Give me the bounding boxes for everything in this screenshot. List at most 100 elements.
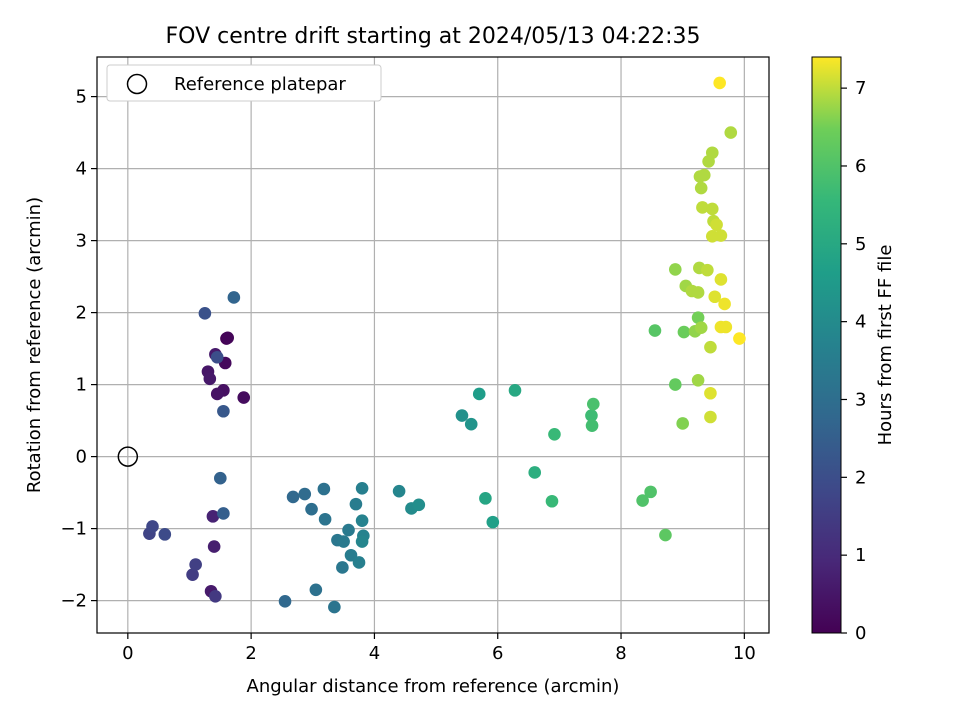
data-point	[217, 404, 230, 418]
data-point	[691, 311, 705, 324]
y-tick-label: 4	[76, 159, 87, 180]
data-point	[696, 201, 709, 214]
data-point	[198, 307, 212, 320]
data-point	[237, 391, 251, 404]
data-point	[210, 387, 224, 401]
y-ticks: −2 −1 0 1 2 3 4 5	[60, 87, 97, 612]
data-point	[209, 589, 222, 603]
data-point	[203, 372, 217, 386]
data-point	[528, 466, 542, 479]
data-point	[158, 528, 172, 541]
data-points	[143, 76, 746, 614]
data-point	[668, 378, 682, 391]
colorbar-gradient	[811, 56, 842, 634]
data-point	[227, 291, 241, 304]
data-point	[677, 325, 691, 339]
data-point	[548, 427, 561, 441]
data-point	[708, 290, 722, 304]
data-point	[221, 331, 235, 345]
grid-lines	[97, 57, 769, 633]
data-point	[704, 340, 717, 354]
colorbar-tick-label: 6	[855, 156, 866, 177]
data-point	[718, 297, 731, 311]
data-point	[659, 528, 672, 542]
data-point	[714, 229, 728, 242]
data-point	[207, 540, 221, 553]
colorbar: 0 1 2 3 4 5 6 7 Hours from first FF file	[811, 56, 896, 644]
reference-platepar-marker	[117, 446, 139, 467]
data-point	[668, 263, 682, 276]
data-point	[585, 409, 598, 422]
data-point	[146, 520, 159, 533]
legend-box	[106, 64, 382, 102]
colorbar-tick-label: 0	[855, 623, 866, 644]
y-tick-label: 1	[76, 375, 87, 396]
y-tick-label: 0	[76, 447, 87, 468]
data-point	[464, 417, 478, 431]
data-point	[412, 498, 426, 512]
x-axis-label: Angular distance from reference (arcmin)	[247, 676, 620, 697]
colorbar-label: Hours from first FF file	[875, 245, 896, 446]
data-point	[644, 485, 657, 499]
colorbar-tick-label: 3	[855, 389, 866, 410]
data-point	[286, 490, 300, 504]
data-point	[278, 595, 292, 608]
data-point	[733, 332, 746, 345]
data-point	[186, 568, 199, 581]
x-tick-label: 4	[369, 643, 380, 664]
data-point	[298, 487, 312, 501]
colorbar-ticks: 0 1 2 3 4 5 6 7	[841, 78, 866, 644]
data-point	[336, 561, 349, 574]
data-point	[586, 397, 600, 411]
data-point	[189, 558, 202, 571]
legend-label: Reference platepar	[174, 74, 346, 95]
data-point	[344, 548, 358, 562]
legend-marker-icon	[126, 73, 148, 95]
data-point	[479, 492, 492, 505]
reference-marker	[117, 446, 139, 467]
data-point	[694, 321, 708, 335]
data-point	[545, 494, 559, 508]
data-point	[305, 502, 318, 516]
y-tick-label: −2	[60, 591, 87, 612]
data-point	[710, 218, 723, 232]
data-point	[214, 471, 227, 485]
data-point	[355, 514, 369, 527]
data-point	[648, 324, 662, 337]
data-point	[206, 510, 220, 523]
data-point	[704, 386, 717, 400]
colorbar-tick-label: 4	[855, 312, 866, 333]
x-tick-label: 2	[245, 643, 256, 664]
colorbar-tick-label: 5	[855, 234, 866, 255]
data-point	[317, 482, 331, 496]
data-point	[585, 419, 599, 432]
data-point	[713, 76, 726, 90]
data-point	[337, 535, 350, 548]
data-point	[318, 512, 332, 526]
y-tick-label: 3	[76, 231, 87, 252]
data-point	[217, 507, 230, 520]
data-point	[486, 515, 500, 529]
colorbar-tick-label: 2	[855, 467, 866, 488]
y-tick-label: −1	[60, 519, 87, 540]
y-tick-label: 2	[76, 303, 87, 324]
x-tick-label: 0	[122, 643, 133, 664]
data-point	[636, 494, 649, 507]
colorbar-tick-label: 1	[855, 545, 866, 566]
data-point	[705, 202, 719, 216]
data-point	[392, 484, 406, 498]
data-point	[355, 535, 369, 548]
chart-title: FOV centre drift starting at 2024/05/13 …	[166, 24, 701, 49]
data-point	[714, 273, 728, 286]
data-point	[676, 417, 689, 430]
data-point	[472, 387, 486, 401]
data-point	[701, 263, 714, 277]
x-tick-label: 6	[492, 643, 503, 664]
data-point	[352, 556, 366, 569]
y-axis-label: Rotation from reference (arcmin)	[24, 197, 45, 493]
data-point	[455, 409, 469, 422]
x-tick-label: 8	[615, 643, 626, 664]
data-point	[705, 146, 719, 160]
x-tick-label: 10	[733, 643, 756, 664]
x-ticks: 0 2 4 6 8 10	[122, 633, 756, 664]
